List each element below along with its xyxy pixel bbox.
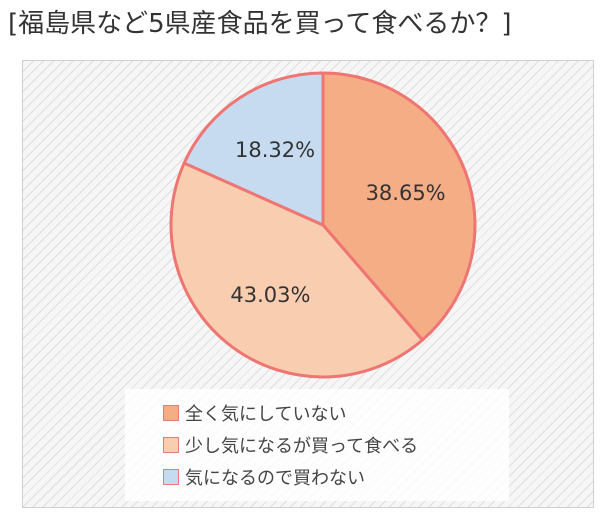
pie-slice-2 — [182, 71, 325, 227]
legend: 全く気にしていない 少し気になるが買って食べる 気になるので買わない — [125, 389, 509, 501]
pie-slice-1 — [169, 161, 424, 379]
pie-chart: 38.65% 43.03% 18.32% — [169, 71, 477, 379]
slice-value-label-0: 38.65% — [366, 181, 446, 205]
legend-swatch-2 — [163, 469, 179, 485]
legend-swatch-0 — [163, 405, 179, 421]
pie-slice-0 — [321, 71, 477, 342]
chart-title: [福島県など5県産食品を買って食べるか？] — [8, 9, 512, 39]
legend-label-1: 少し気になるが買って食べる — [185, 436, 419, 457]
legend-item-0: 全く気にしていない — [163, 399, 346, 427]
legend-swatch-1 — [163, 437, 179, 453]
legend-label-0: 全く気にしていない — [185, 404, 347, 425]
plot-area: 38.65% 43.03% 18.32% 全く気にしていない 少し気になるが買って食… — [22, 60, 594, 508]
legend-item-1: 少し気になるが買って食べる — [163, 431, 418, 459]
slice-value-label-2: 18.32% — [235, 138, 315, 162]
slice-value-label-1: 43.03% — [230, 283, 310, 307]
legend-label-2: 気になるので買わない — [185, 468, 365, 489]
legend-item-2: 気になるので買わない — [163, 463, 365, 491]
